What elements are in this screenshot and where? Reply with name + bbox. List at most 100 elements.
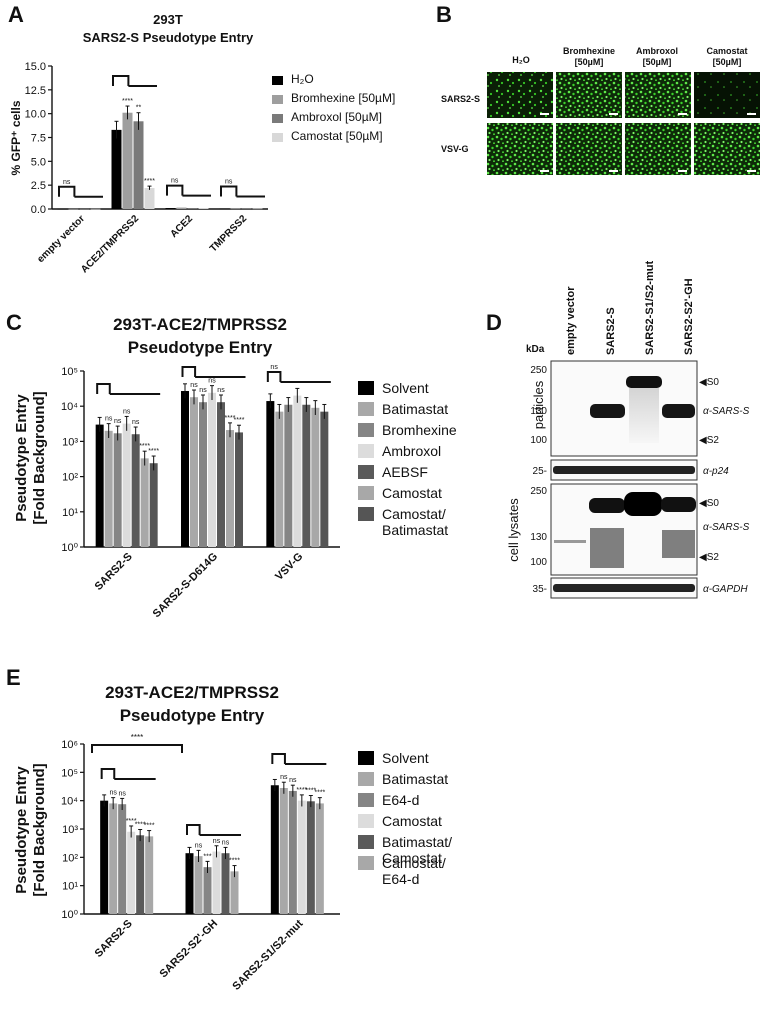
smear-particles-s1s2mut bbox=[629, 388, 659, 443]
panel-letter-c: C bbox=[6, 310, 22, 335]
legend-swatch bbox=[358, 381, 374, 395]
bar bbox=[113, 433, 122, 547]
legend-label: Batimastat bbox=[382, 771, 448, 787]
legend-label: Camostat [50µM] bbox=[291, 129, 383, 143]
bar bbox=[68, 208, 79, 210]
legend-swatch bbox=[272, 76, 283, 85]
scale-bar bbox=[540, 113, 549, 115]
legend-label: Bromhexine [50µM] bbox=[291, 91, 395, 105]
bar bbox=[241, 208, 252, 210]
category-label: SARS2-S-D614G bbox=[151, 551, 220, 620]
bar bbox=[145, 836, 154, 914]
annotation-s0-lysates: ◀S0 bbox=[699, 498, 719, 509]
significance-label: ns bbox=[213, 838, 221, 845]
significance-label: **** bbox=[144, 823, 155, 830]
marker-p24: 25- bbox=[533, 466, 547, 477]
significance-label: **** bbox=[139, 443, 150, 450]
bar bbox=[279, 787, 288, 914]
micrograph-vsvg-camostat bbox=[694, 123, 760, 175]
micrograph-vsvg-h2o bbox=[487, 123, 553, 175]
y-tick-label: 10¹ bbox=[62, 881, 78, 893]
comparison-bracket bbox=[271, 753, 286, 764]
y-tick-label: 2.5 bbox=[31, 180, 46, 192]
legend-swatch bbox=[358, 507, 374, 521]
y-tick-label: 10⁰ bbox=[61, 542, 78, 554]
bracket-label: ns bbox=[171, 178, 179, 185]
y-tick-label: 10³ bbox=[62, 436, 78, 448]
significance-label: ns bbox=[199, 387, 207, 394]
micrograph-sars2s-h2o bbox=[487, 72, 553, 118]
significance-label: ns bbox=[280, 774, 288, 781]
bar bbox=[275, 411, 284, 547]
y-tick-label: 10⁵ bbox=[61, 366, 78, 378]
bar bbox=[176, 207, 187, 209]
significance-label: ns bbox=[190, 382, 198, 389]
category-label: TMPRSS2 bbox=[208, 213, 249, 254]
annotation-anti-sars-s-particles: α-SARS-S bbox=[703, 406, 750, 417]
panel-e-y-label-line2: [Fold Background] bbox=[31, 763, 48, 896]
bar bbox=[109, 803, 118, 914]
significance-label: ns bbox=[217, 387, 225, 394]
bar bbox=[95, 424, 104, 547]
y-tick-label: 10¹ bbox=[62, 507, 78, 519]
y-tick-label: 10⁴ bbox=[61, 401, 78, 413]
bar bbox=[122, 112, 133, 209]
category-label: ACE2 bbox=[168, 213, 195, 240]
panel-a-title-line2: SARS2-S Pseudotype Entry bbox=[83, 30, 254, 45]
marker-particles-250: 250 bbox=[530, 365, 547, 376]
significance-label: *** bbox=[203, 853, 211, 860]
y-tick-label: 0.0 bbox=[31, 204, 46, 216]
y-tick-label: 10⁰ bbox=[61, 909, 78, 921]
legend-swatch bbox=[358, 402, 374, 416]
top-comparison-bracket bbox=[91, 744, 183, 753]
bar bbox=[140, 458, 149, 547]
panel-c-y-label-line1: Pseudotype Entry bbox=[13, 394, 30, 522]
micrograph-sars2s-camostat bbox=[694, 72, 760, 118]
comparison-bracket bbox=[58, 185, 76, 197]
bar bbox=[118, 804, 127, 914]
band-particles-s2-gh bbox=[662, 404, 695, 418]
y-tick-label: 10⁵ bbox=[61, 767, 78, 779]
marker-particles-130: 130 bbox=[530, 406, 547, 417]
bar bbox=[199, 402, 207, 547]
legend-swatch bbox=[358, 835, 374, 849]
bar bbox=[297, 800, 306, 914]
legend-swatch bbox=[358, 856, 374, 870]
scale-bar bbox=[747, 113, 756, 115]
label-lysates: cell lysates bbox=[506, 498, 521, 562]
bracket-label: ns bbox=[225, 179, 233, 186]
y-tick-label: 7.5 bbox=[31, 133, 46, 145]
legend-swatch bbox=[272, 114, 283, 123]
legend-label: Camostat bbox=[382, 813, 442, 829]
bar bbox=[208, 392, 216, 547]
micrograph-sars2s-bromhexine bbox=[556, 72, 622, 118]
band-particles-s2-sars2s bbox=[590, 404, 625, 418]
significance-label: **** bbox=[135, 822, 146, 829]
legend-label: E64-d bbox=[382, 792, 419, 808]
bar bbox=[230, 871, 239, 914]
significance-label: ns bbox=[105, 416, 113, 423]
band-lysates-s0-s2gh bbox=[661, 497, 696, 512]
micrograph-sars2s-ambroxol bbox=[625, 72, 691, 118]
legend-swatch bbox=[272, 95, 283, 104]
annotation-s2-particles: ◀S2 bbox=[699, 435, 719, 446]
band-p24 bbox=[553, 466, 695, 474]
bar bbox=[226, 430, 234, 547]
category-label: SARS2-S1/S2-mut bbox=[230, 917, 305, 992]
significance-label: ** bbox=[136, 105, 142, 112]
comparison-bracket bbox=[220, 185, 238, 197]
annotation-anti-gapdh: α-GAPDH bbox=[703, 584, 748, 595]
micrograph-vsvg-bromhexine bbox=[556, 123, 622, 175]
significance-label: **** bbox=[126, 818, 137, 825]
lane-label-s1s2-mut: SARS2-S1/S2-mut bbox=[644, 261, 656, 355]
bar bbox=[100, 800, 109, 914]
bar bbox=[302, 404, 311, 547]
significance-label: **** bbox=[144, 178, 155, 185]
band-particles-s0-s1s2mut bbox=[626, 376, 662, 388]
annotation-s2-lysates: ◀S2 bbox=[699, 552, 719, 563]
bar bbox=[235, 432, 243, 547]
category-label: ACE2/TMPRSS2 bbox=[79, 213, 141, 275]
y-tick-label: 10² bbox=[62, 472, 78, 484]
y-tick-label: 12.5 bbox=[25, 85, 46, 97]
